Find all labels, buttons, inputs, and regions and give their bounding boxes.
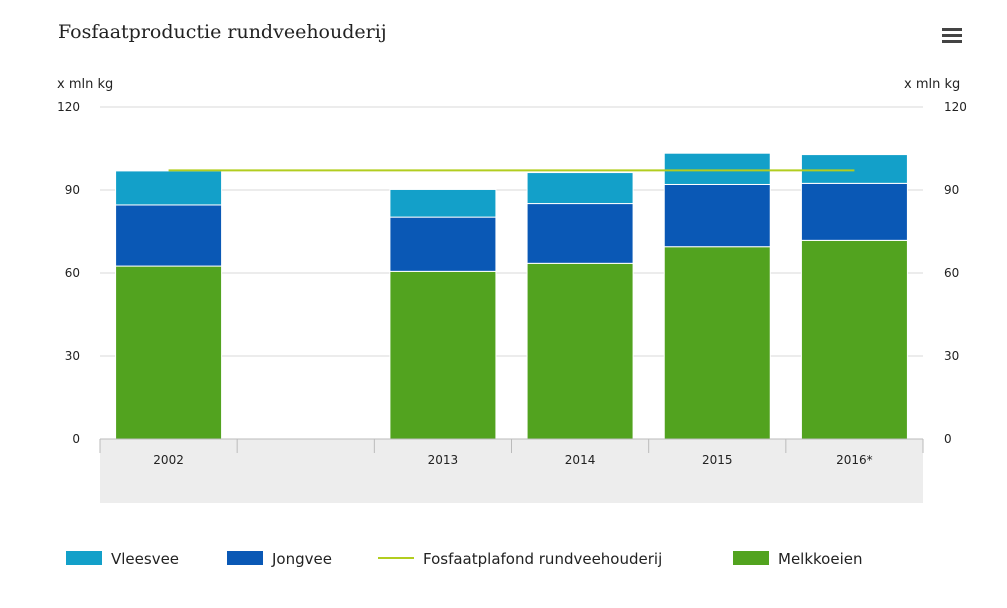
y-tick-label-right: 120 [944,100,967,114]
legend-item[interactable]: Vleesvee [66,550,179,568]
bar-segment-melkkoeien [389,270,497,440]
legend-label: Jongvee [271,550,332,568]
bar-segment-jongvee [389,216,497,272]
legend-item[interactable]: Melkkoeien [733,550,863,568]
ticks-layer: 0 0 30 30 60 60 90 90 120 120 2002 2013 2014 2015 2016… [57,100,967,467]
y-tick-label-right: 0 [944,432,952,446]
bar-segment-vleesvee [115,170,223,206]
y-axis-right-label: x mln kg [904,77,960,92]
legend-label: Fosfaatplafond rundveehouderij [423,550,662,568]
bar-segment-jongvee [115,204,223,267]
legend: Vleesvee Jongvee Fosfaatplafond rundveehou… [66,550,863,568]
hamburger-menu-icon[interactable] [942,28,962,43]
bar-segment-vleesvee [663,152,771,185]
x-tick-label: 2014 [565,453,596,467]
bar-segment-jongvee [663,183,771,248]
y-tick-label-left: 90 [65,183,80,197]
bars-layer [115,152,908,440]
grid-layer [100,106,923,440]
y-tick-label-right: 60 [944,266,959,280]
x-tick-label: 2016* [836,453,873,467]
y-tick-label-right: 30 [944,349,959,363]
legend-label: Melkkoeien [778,550,863,568]
legend-label: Vleesvee [111,550,179,568]
legend-swatch [66,551,102,565]
y-tick-label-left: 60 [65,266,80,280]
x-tick-label: 2015 [702,453,733,467]
x-tick-label: 2002 [153,453,184,467]
y-axis-left-label: x mln kg [57,77,113,92]
bar-segment-melkkoeien [663,246,771,440]
legend-item[interactable]: Jongvee [227,550,332,568]
legend-swatch [227,551,263,565]
legend-swatch [733,551,769,565]
bar-segment-melkkoeien [115,265,223,440]
bar-segment-vleesvee [389,188,497,218]
y-tick-label-left: 0 [72,432,80,446]
y-tick-label-left: 30 [65,349,80,363]
x-tick-label: 2013 [428,453,459,467]
y-tick-label-left: 120 [57,100,80,114]
chart-title: Fosfaatproductie rundveehouderij [58,21,387,43]
y-tick-label-right: 90 [944,183,959,197]
bar-segment-vleesvee [526,172,634,205]
bar-segment-jongvee [800,182,908,241]
legend-item[interactable]: Fosfaatplafond rundveehouderij [378,550,662,568]
bar-segment-melkkoeien [526,262,634,440]
bar-segment-melkkoeien [800,239,908,440]
bar-segment-vleesvee [800,154,908,184]
bar-segment-jongvee [526,203,634,264]
